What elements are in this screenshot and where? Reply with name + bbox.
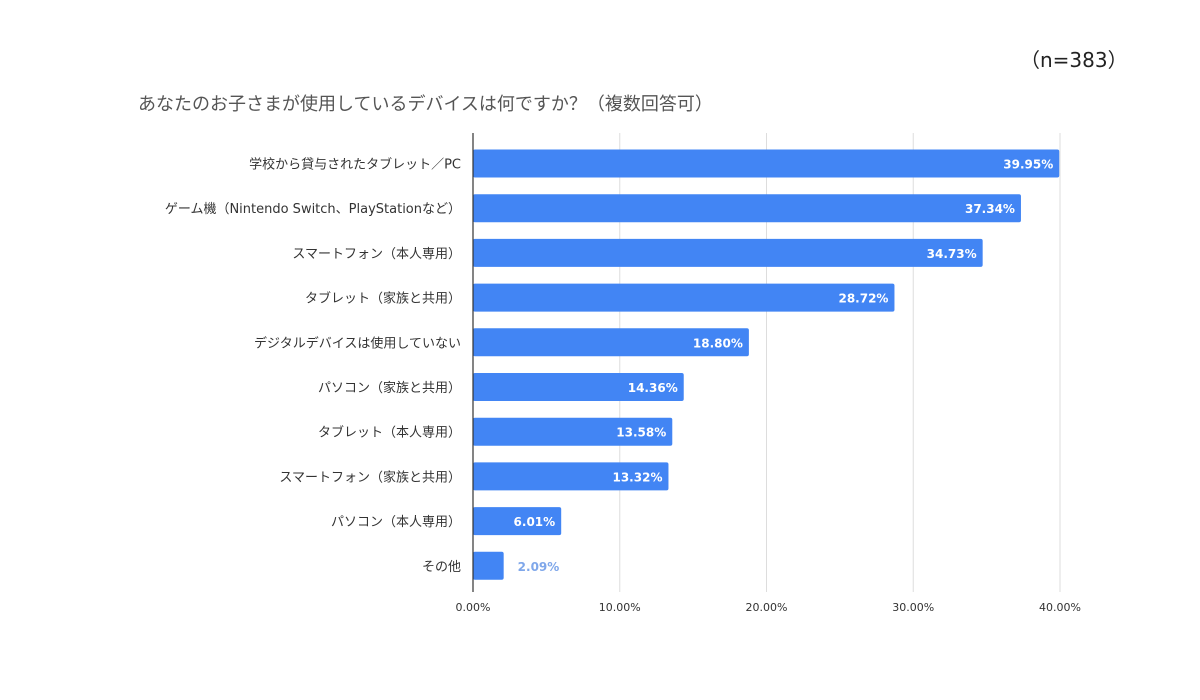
bar [473,328,749,357]
data-label: 37.34% [965,202,1015,216]
category-label: ゲーム機（Nintendo Switch、PlayStationなど） [165,202,461,217]
bar [473,462,669,491]
category-label: タブレット（本人専用） [318,425,461,441]
data-label: 28.72% [838,292,888,306]
data-label: 39.95% [1003,158,1053,172]
category-label: その他 [422,560,461,575]
x-tick-label: 20.00% [746,601,788,614]
chart-title: あなたのお子さまが使用しているデバイスは何ですか？（複数回答可） [138,94,713,115]
data-label: 2.09% [518,560,560,574]
x-tick-label: 10.00% [599,601,641,614]
x-tick-label: 0.00% [456,601,491,614]
category-label: デジタルデバイスは使用していない [254,335,461,351]
category-label: タブレット（家族と共用） [305,291,461,307]
data-label: 13.32% [612,470,662,484]
data-label: 34.73% [927,247,977,261]
bar [473,551,504,580]
sample-size-note: （n=383） [1020,48,1128,72]
x-tick-label: 40.00% [1039,601,1081,614]
bar [473,238,983,267]
data-label: 6.01% [514,515,556,529]
category-label: スマートフォン（家族と共用） [279,469,461,485]
bar [473,373,684,401]
data-label: 18.80% [693,336,743,350]
bar [473,283,895,312]
category-label: パソコン（家族と共用） [318,380,461,396]
category-label: 学校から貸与されたタブレット／PC [249,157,461,173]
data-label: 14.36% [628,381,678,395]
data-label: 13.58% [616,426,666,440]
category-label: パソコン（本人専用） [331,515,461,530]
x-tick-label: 30.00% [892,601,934,614]
category-label: スマートフォン（本人専用） [292,247,461,262]
bar [473,417,673,446]
bar [473,194,1021,223]
bar [473,149,1060,178]
bar [473,507,562,536]
